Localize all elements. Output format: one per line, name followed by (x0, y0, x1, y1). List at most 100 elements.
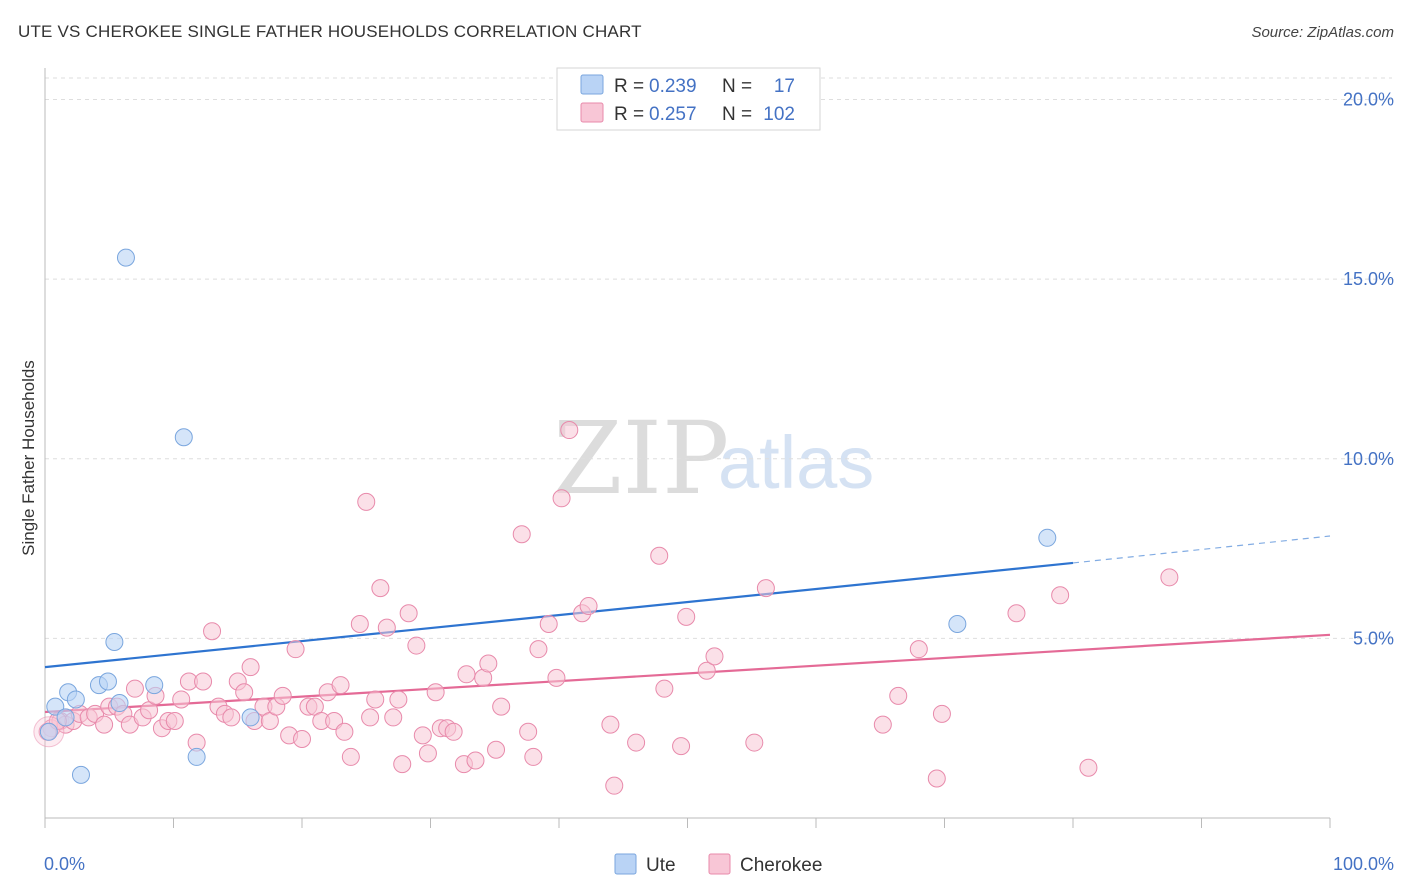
legend-cherokee-swatch (580, 102, 604, 123)
legend-bottom-ute-swatch (614, 853, 637, 875)
cherokee-point (457, 665, 476, 684)
y-tick-label-15: 15.0% (1343, 269, 1394, 289)
cherokee-point (579, 597, 598, 616)
ute-point (56, 708, 75, 727)
legend-ute-r-label: R = (614, 76, 644, 97)
cherokee-point (529, 640, 548, 659)
cherokee-point (745, 733, 764, 752)
cherokee-point (399, 604, 418, 623)
legend-ute-n-label: N = (722, 76, 752, 97)
ute-points (39, 248, 1057, 784)
watermark-atlas: atlas (718, 421, 874, 504)
cherokee-point (909, 640, 928, 659)
cherokee-point (927, 769, 946, 788)
ute-point (98, 672, 117, 691)
cherokee-point (194, 672, 213, 691)
cherokee-point (479, 654, 498, 673)
legend-ute-r-value: 0.239 (649, 76, 697, 97)
cherokee-point (1051, 586, 1070, 605)
cherokee-point (172, 690, 191, 709)
legend-cherokee-n-label: N = (722, 104, 752, 125)
legend-stats: R = 0.239 N = 17 R = 0.257 N = 102 (556, 67, 821, 131)
cherokee-point (426, 683, 445, 702)
cherokee-point (519, 722, 538, 741)
ute-point (1038, 528, 1057, 547)
cherokee-point (889, 686, 908, 705)
cherokee-point (873, 715, 892, 734)
y-tick-label-5: 5.0% (1353, 628, 1394, 648)
cherokee-point (932, 704, 951, 723)
cherokee-point (203, 622, 222, 641)
ute-point (174, 428, 193, 447)
ute-point (145, 676, 164, 695)
y-axis-title: Single Father Households (19, 360, 38, 556)
cherokee-point (552, 489, 571, 508)
ute-point (71, 765, 90, 784)
ute-point (39, 722, 58, 741)
ute-trend-extension (1072, 535, 1331, 564)
cherokee-point (293, 729, 311, 748)
legend-ute-n-value: 17 (774, 76, 795, 97)
ute-point (241, 708, 260, 727)
ute-point (66, 690, 85, 709)
ute-point (110, 694, 129, 713)
cherokee-point (222, 708, 241, 727)
cherokee-point (165, 712, 184, 731)
cherokee-point (512, 525, 531, 544)
cherokee-point (361, 708, 380, 727)
ute-trend-line (44, 561, 1074, 669)
legend-bottom-ute-label: Ute (646, 855, 676, 876)
cherokee-point (605, 776, 624, 795)
legend-series: Ute Cherokee (614, 853, 822, 876)
cherokee-points (33, 421, 1179, 795)
cherokee-point (371, 579, 390, 598)
cherokee-point (384, 708, 403, 727)
cherokee-point (601, 715, 620, 734)
cherokee-point (1007, 604, 1026, 623)
ute-point (187, 747, 206, 766)
gridlines (45, 77, 1392, 639)
cherokee-point (650, 546, 669, 565)
cherokee-point (95, 715, 114, 734)
cherokee-point (547, 668, 566, 687)
cherokee-point (697, 661, 716, 680)
cherokee-point (418, 744, 437, 763)
cherokee-point (466, 751, 485, 770)
source-credit: Source: ZipAtlas.com (1251, 24, 1394, 41)
y-tick-label-10: 10.0% (1343, 449, 1394, 469)
cherokee-point (672, 737, 691, 756)
cherokee-point (235, 683, 254, 702)
cherokee-point (377, 618, 396, 637)
cherokee-point (1079, 758, 1098, 777)
cherokee-point (1160, 568, 1179, 587)
cherokee-point (331, 676, 350, 695)
y-tick-labels: 5.0% 10.0% 15.0% 20.0% (1343, 90, 1394, 649)
cherokee-point (413, 726, 432, 745)
legend-cherokee-n-value: 102 (763, 104, 795, 125)
x-tick-max: 100.0% (1333, 854, 1394, 874)
cherokee-point (389, 690, 408, 709)
cherokee-point (366, 690, 385, 709)
cherokee-point (492, 697, 511, 716)
legend-ute-swatch (580, 74, 604, 95)
cherokee-point (350, 615, 369, 634)
cherokee-point (273, 686, 292, 705)
legend-cherokee-r-label: R = (614, 104, 644, 125)
cherokee-point (393, 755, 412, 774)
cherokee-point (341, 747, 360, 766)
cherokee-point (560, 421, 579, 440)
axes (44, 68, 1331, 828)
legend-bottom-cherokee-label: Cherokee (740, 855, 822, 876)
ute-point (105, 632, 124, 651)
legend-cherokee-r-value: 0.257 (649, 104, 697, 125)
cherokee-point (357, 492, 376, 511)
cherokee-point (407, 636, 426, 655)
cherokee-point (627, 733, 646, 752)
cherokee-point (241, 658, 260, 677)
cherokee-point (286, 640, 305, 659)
y-tick-label-20: 20.0% (1343, 90, 1394, 110)
ute-point (948, 615, 967, 634)
cherokee-point (487, 740, 506, 759)
chart-title: UTE VS CHEROKEE SINGLE FATHER HOUSEHOLDS… (18, 22, 642, 41)
